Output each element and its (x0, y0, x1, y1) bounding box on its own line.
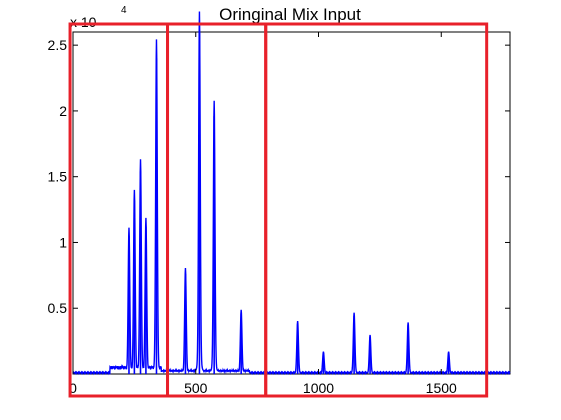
y-tick-label: 1 (59, 234, 67, 250)
series-layer (72, 11, 511, 376)
y-tick-label: 2.5 (48, 37, 68, 53)
x-tick-label: 0 (69, 380, 77, 396)
y-exponent-base: x 10 (70, 14, 97, 30)
y-tick-label: 0.5 (48, 300, 68, 316)
ticks-layer: 0 500 1000 1500 0.5 1 1.5 2 2.5 (48, 32, 510, 396)
y-tick-label: 2 (59, 103, 67, 119)
y-exponent-label: x 10 (70, 14, 97, 30)
y-exponent-power: 4 (121, 5, 127, 16)
series-line-0 (72, 11, 511, 376)
highlight-box-3 (264, 22, 489, 398)
x-tick-label: 1000 (303, 380, 334, 396)
chart-title: Oringinal Mix Input (219, 5, 361, 24)
highlight-boxes (68, 22, 489, 398)
y-tick-label: 1.5 (48, 169, 68, 185)
x-tick-label: 500 (184, 380, 208, 396)
x-tick-label: 1500 (426, 380, 457, 396)
